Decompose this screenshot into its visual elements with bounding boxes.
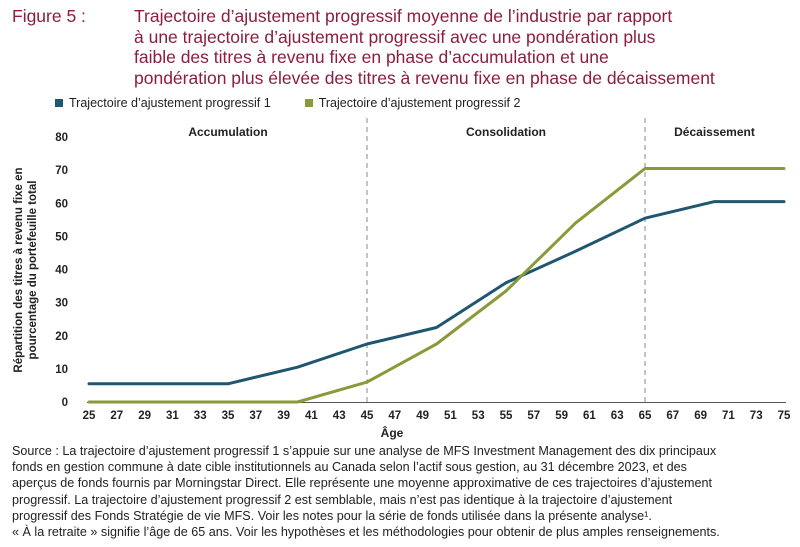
source-line: Source : La trajectoire d’ajustement pro… bbox=[12, 444, 717, 458]
line-chart: Accumulation Consolidation Décaissement 0 10… bbox=[13, 118, 791, 440]
y-tick-label: 70 bbox=[55, 165, 68, 177]
y-tick-label: 50 bbox=[55, 231, 68, 243]
figure-title-line: faible des titres à revenu fixe en phase… bbox=[134, 47, 609, 67]
x-tick-label: 71 bbox=[722, 410, 735, 422]
x-tick-label: 37 bbox=[249, 410, 262, 422]
y-axis-label: pourcentage du portefeuille total bbox=[27, 181, 39, 360]
x-tick-label: 63 bbox=[611, 410, 624, 422]
legend-swatch-series-1 bbox=[55, 99, 63, 107]
source-line: aperçus de fonds fournis par Morningstar… bbox=[12, 476, 713, 491]
x-tick-label: 57 bbox=[527, 410, 540, 422]
x-tick-label: 29 bbox=[138, 410, 151, 422]
legend-label-series-1: Trajectoire d’ajustement progressif 1 bbox=[69, 96, 271, 110]
chart-legend: Trajectoire d’ajustement progressif 1 Tr… bbox=[55, 96, 520, 110]
x-tick-label: 47 bbox=[388, 410, 401, 422]
y-tick-label: 30 bbox=[55, 298, 68, 310]
x-tick-label: 55 bbox=[500, 410, 513, 422]
legend-swatch-series-2 bbox=[304, 99, 313, 107]
x-tick-label: 61 bbox=[583, 410, 596, 422]
y-tick-label: 40 bbox=[55, 265, 68, 277]
x-tick-label: 75 bbox=[778, 410, 791, 422]
x-tick-label: 51 bbox=[444, 410, 457, 422]
x-tick-label: 73 bbox=[750, 410, 763, 422]
x-tick-label: 65 bbox=[639, 410, 652, 422]
y-axis-label: Répartition des titres à revenu fixe en bbox=[13, 167, 25, 372]
legend-item-series-1: Trajectoire d’ajustement progressif 1 bbox=[55, 96, 271, 110]
x-tick-label: 41 bbox=[305, 410, 318, 422]
series-line-2 bbox=[87, 167, 786, 404]
x-tick-label: 31 bbox=[166, 410, 179, 422]
x-tick-label: 45 bbox=[361, 410, 374, 422]
x-tick-label: 43 bbox=[333, 410, 346, 422]
source-line: progressif. La trajectoire d’ajustement … bbox=[12, 492, 673, 507]
legend-item-series-2: Trajectoire d’ajustement progressif 2 bbox=[304, 96, 521, 110]
y-tick-label: 10 bbox=[55, 364, 68, 376]
phase-label: Consolidation bbox=[466, 125, 546, 139]
figure-label: Figure 5 : bbox=[12, 6, 86, 26]
figure-title-line: à une trajectoire d’ajustement progressi… bbox=[134, 26, 656, 47]
x-tick-label: 39 bbox=[277, 410, 290, 422]
x-axis-label: Âge bbox=[381, 425, 404, 440]
source-line: fonds en gestion commune à date cible in… bbox=[12, 460, 687, 475]
series-line-1 bbox=[87, 200, 786, 386]
y-tick-label: 0 bbox=[62, 397, 68, 409]
x-tick-label: 33 bbox=[194, 410, 207, 422]
figure-title-line: pondération plus élevée des titres à rev… bbox=[134, 67, 715, 88]
y-tick-label: 60 bbox=[55, 198, 68, 210]
phase-label: Accumulation bbox=[188, 125, 267, 139]
x-tick-label: 69 bbox=[694, 410, 707, 422]
figure-title: Trajectoire d’ajustement progressif moye… bbox=[134, 6, 794, 88]
x-tick-label: 49 bbox=[416, 410, 429, 422]
x-tick-label: 35 bbox=[222, 410, 235, 422]
x-tick-label: 67 bbox=[666, 410, 679, 422]
phase-label: Décaissement bbox=[674, 125, 755, 139]
x-tick-label: 53 bbox=[472, 410, 485, 422]
legend-label-series-2: Trajectoire d’ajustement progressif 2 bbox=[318, 96, 521, 110]
source-line: progressif des Fonds Stratégie de vie MF… bbox=[12, 508, 652, 523]
x-tick-label: 59 bbox=[555, 410, 568, 422]
y-tick-label: 20 bbox=[55, 331, 68, 343]
x-tick-label: 27 bbox=[110, 410, 123, 422]
figure-title-line: Trajectoire d’ajustement progressif moye… bbox=[134, 6, 673, 26]
source-note: Source : La trajectoire d’ajustement pro… bbox=[12, 443, 792, 540]
source-line: « À la retraite » signifie l’âge de 65 a… bbox=[12, 525, 720, 540]
y-tick-label: 80 bbox=[55, 132, 68, 144]
x-tick-label: 25 bbox=[83, 410, 96, 422]
